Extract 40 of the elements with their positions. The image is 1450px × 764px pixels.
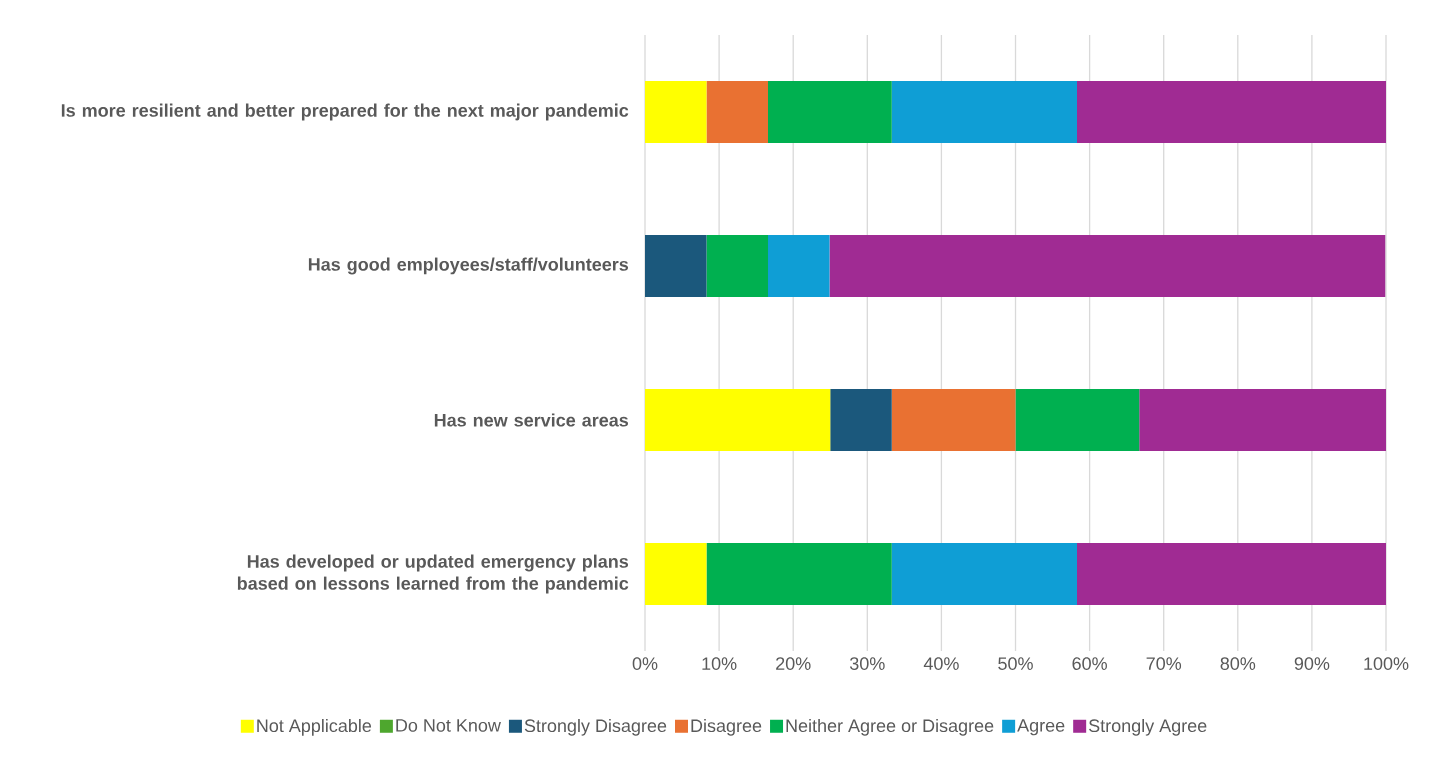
x-tick-label: 80%	[1220, 657, 1256, 670]
legend-label: Disagree	[691, 718, 762, 736]
bar	[1139, 389, 1386, 451]
bar	[891, 81, 1078, 143]
bar	[829, 235, 1386, 297]
bar	[645, 235, 707, 297]
bar	[706, 235, 769, 297]
bar	[1015, 389, 1140, 451]
x-tick-label: 40%	[923, 657, 959, 670]
y-tick-label: Has new service areas	[434, 413, 629, 427]
legend-label: Not Applicable	[257, 718, 372, 736]
legend-label: Strongly Agree	[1088, 718, 1207, 736]
legend-label: Do Not Know	[396, 719, 501, 732]
bar	[706, 543, 892, 605]
y-tick-label: Has developed or updated emergency plans based on lessons learned from the pandemic	[237, 554, 629, 594]
x-tick-label: 90%	[1294, 657, 1330, 670]
bar	[645, 81, 707, 143]
legend-label: Strongly Disagree	[524, 718, 667, 736]
bar	[1077, 81, 1386, 143]
x-tick-label: 100%	[1364, 657, 1409, 670]
bar	[645, 543, 707, 605]
bar	[768, 235, 830, 297]
bar	[891, 543, 1078, 605]
x-tick-label: 70%	[1146, 657, 1182, 670]
x-tick-label: 50%	[998, 657, 1033, 670]
bar	[768, 81, 892, 143]
y-tick-label: Is more resilient and better prepared for the next major pandemic	[61, 103, 629, 121]
x-tick-label: 30%	[849, 657, 885, 670]
y-tick-label: Has good employees/staff/volunteers	[308, 257, 629, 275]
x-tick-label: 0%	[632, 657, 658, 670]
legend-label: Neither Agree or Disagree	[786, 718, 994, 736]
legend-label: Agree	[1017, 719, 1065, 736]
x-tick-label: 60%	[1072, 657, 1107, 670]
bar	[1077, 543, 1386, 605]
bar	[891, 389, 1016, 451]
bar	[706, 81, 769, 143]
bar	[645, 389, 831, 451]
x-tick-label: 20%	[776, 657, 811, 670]
x-tick-label: 10%	[702, 657, 737, 670]
bar	[830, 389, 892, 451]
